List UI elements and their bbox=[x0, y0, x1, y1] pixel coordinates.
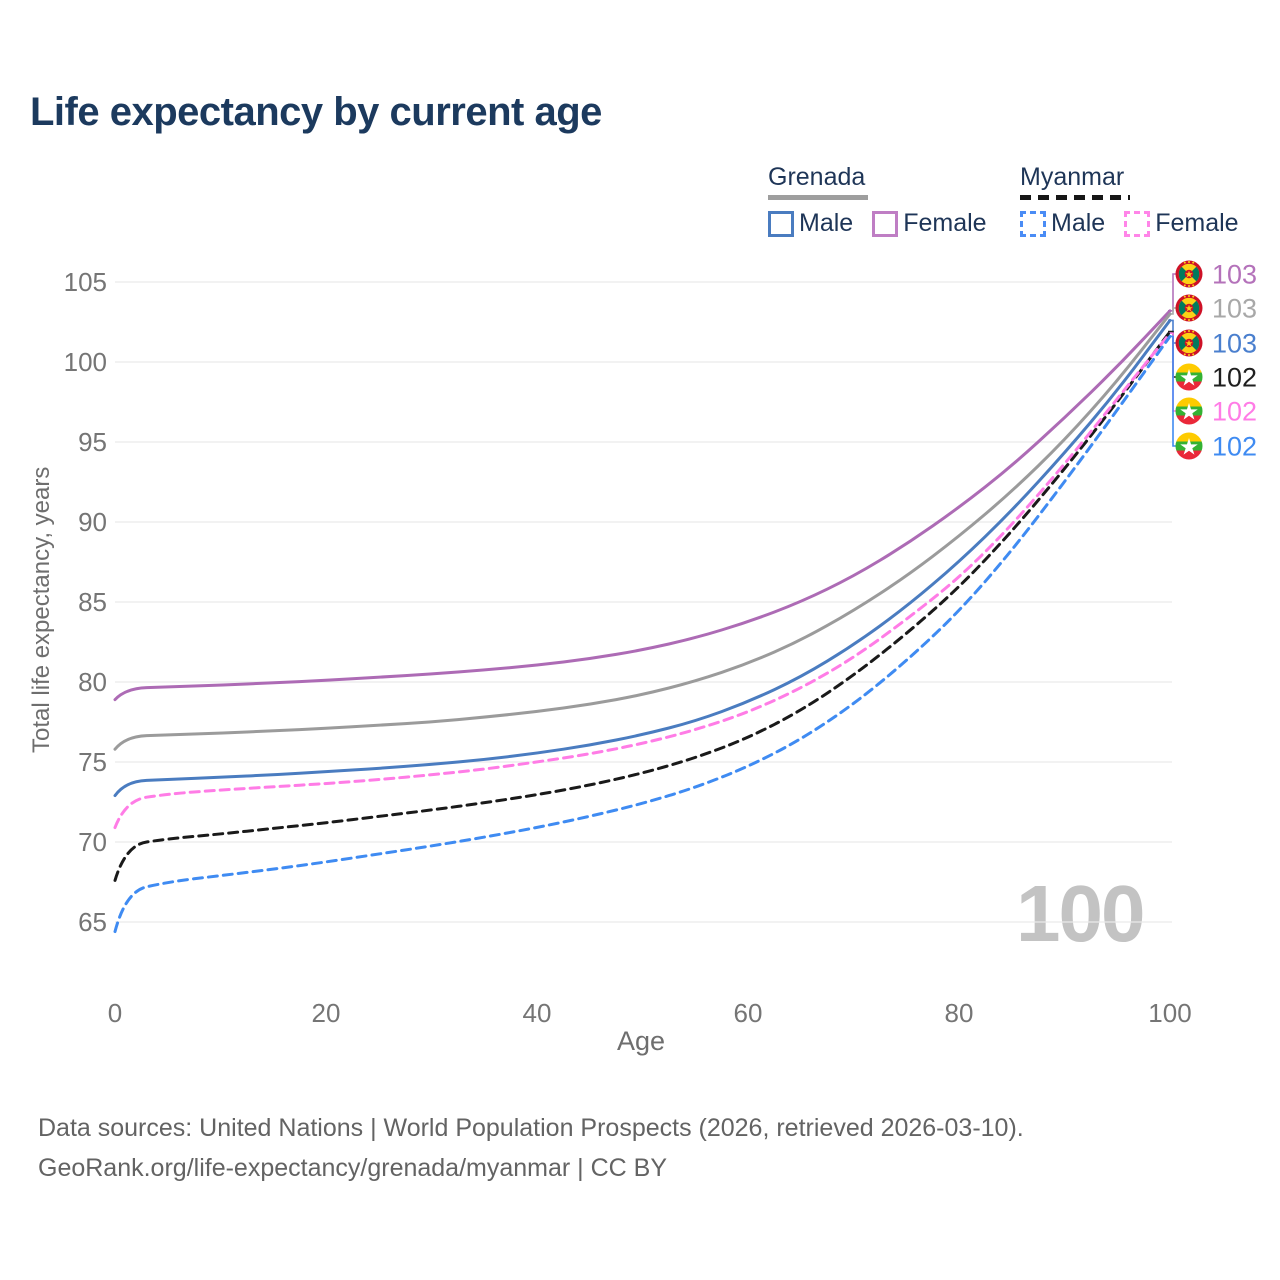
series-line-grenada-female[interactable] bbox=[113, 309, 1172, 702]
series-line-myanmar-male[interactable] bbox=[113, 334, 1172, 934]
myanmar-male-swatch bbox=[1020, 210, 1046, 237]
x-tick-label: 40 bbox=[522, 998, 552, 1028]
series-line-grenada-male[interactable] bbox=[113, 318, 1172, 798]
myanmar-flag-icon bbox=[1175, 363, 1203, 391]
y-tick-label: 85 bbox=[78, 587, 107, 617]
legend-item-myanmar-male[interactable]: Male bbox=[1020, 209, 1105, 238]
y-tick-label: 105 bbox=[63, 267, 107, 297]
y-tick-label: 65 bbox=[78, 907, 107, 937]
x-tick-label: 80 bbox=[944, 998, 974, 1028]
legend-item-label: Female bbox=[903, 209, 987, 237]
legend-item-label: Male bbox=[799, 209, 854, 237]
series-end-value: 102 bbox=[1212, 397, 1257, 427]
y-tick-label: 70 bbox=[78, 827, 107, 857]
x-tick-label: 0 bbox=[107, 998, 123, 1028]
legend-item-myanmar-female[interactable]: Female bbox=[1124, 209, 1239, 238]
myanmar-flag-icon bbox=[1175, 432, 1203, 460]
y-tick-label: 75 bbox=[78, 747, 107, 777]
legend-item-label: Male bbox=[1051, 209, 1106, 237]
end-label-connector bbox=[1168, 335, 1177, 447]
legend-item-label: Female bbox=[1155, 209, 1239, 237]
grenada-flag-icon bbox=[1175, 294, 1203, 322]
grenada-flag-icon bbox=[1175, 260, 1203, 288]
x-tick-label: 100 bbox=[1148, 998, 1192, 1028]
legend-item-grenada-male[interactable]: Male bbox=[768, 209, 853, 238]
legend-item-grenada-female[interactable]: Female bbox=[872, 209, 987, 238]
y-tick-label: 95 bbox=[78, 427, 107, 457]
legend-country-label-myanmar: Myanmar bbox=[1020, 163, 1125, 191]
myanmar-flag-icon bbox=[1175, 397, 1203, 425]
series-end-value: 103 bbox=[1212, 329, 1257, 359]
x-tick-label: 20 bbox=[311, 998, 341, 1028]
grenada-female-swatch bbox=[872, 210, 899, 237]
series-line-grenada-both[interactable] bbox=[113, 312, 1172, 751]
y-axis-title: Total life expectancy, years bbox=[28, 466, 55, 754]
myanmar-female-swatch bbox=[1124, 210, 1151, 237]
series-end-value: 103 bbox=[1212, 260, 1257, 290]
page-title: Life expectancy by current age bbox=[30, 90, 602, 134]
myanmar-dashed-line-sample bbox=[1020, 195, 1130, 200]
age-watermark: 100 bbox=[1016, 869, 1145, 958]
legend-group-myanmar: Myanmar Male Female bbox=[1020, 163, 1258, 238]
grenada-solid-line-sample bbox=[768, 195, 868, 200]
series-line-myanmar-both[interactable] bbox=[113, 330, 1172, 882]
source-url-line: GeoRank.org/life-expectancy/grenada/myan… bbox=[38, 1154, 668, 1182]
grenada-flag-icon bbox=[1175, 329, 1203, 357]
y-tick-label: 100 bbox=[63, 347, 107, 377]
end-label-connector bbox=[1168, 273, 1177, 312]
legend-country-label-grenada: Grenada bbox=[768, 163, 866, 191]
x-tick-label: 60 bbox=[733, 998, 763, 1028]
x-axis-title: Age bbox=[616, 1026, 666, 1056]
series-end-value: 102 bbox=[1212, 363, 1257, 393]
series-end-value: 102 bbox=[1212, 432, 1257, 462]
chart-footer: Data sources: United Nations | World Pop… bbox=[38, 1108, 1024, 1188]
legend-group-grenada: Grenada Male Female bbox=[768, 163, 1006, 238]
data-sources-line: Data sources: United Nations | World Pop… bbox=[38, 1114, 1024, 1142]
grenada-male-swatch bbox=[768, 210, 794, 237]
y-tick-label: 80 bbox=[78, 667, 107, 697]
y-tick-label: 90 bbox=[78, 507, 107, 537]
series-line-myanmar-female[interactable] bbox=[113, 331, 1172, 830]
series-end-value: 103 bbox=[1212, 294, 1257, 324]
